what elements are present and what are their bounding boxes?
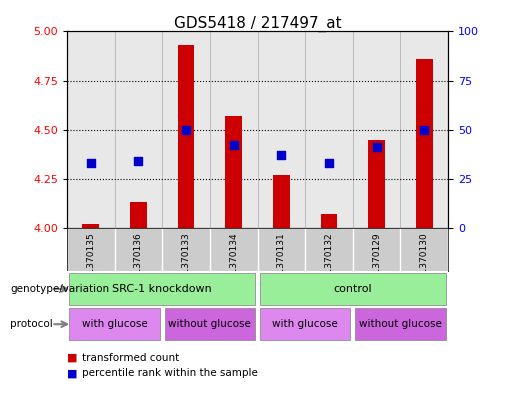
Text: genotype/variation: genotype/variation — [10, 284, 109, 294]
Bar — [130, 202, 147, 228]
Text: protocol: protocol — [10, 319, 53, 329]
FancyBboxPatch shape — [260, 273, 445, 305]
Text: without glucose: without glucose — [168, 319, 251, 329]
Text: percentile rank within the sample: percentile rank within the sample — [82, 368, 259, 378]
Bar — [368, 140, 385, 228]
Bar — [416, 59, 433, 228]
Point — [325, 160, 333, 166]
Text: without glucose: without glucose — [359, 319, 442, 329]
Point — [182, 127, 190, 133]
Text: ■: ■ — [67, 368, 77, 378]
Text: GSM1370131: GSM1370131 — [277, 232, 286, 293]
Point — [134, 158, 143, 164]
Text: transformed count: transformed count — [82, 353, 180, 363]
Text: control: control — [334, 284, 372, 294]
FancyBboxPatch shape — [70, 273, 255, 305]
Bar — [321, 214, 337, 228]
Point — [87, 160, 95, 166]
Text: GSM1370129: GSM1370129 — [372, 232, 381, 293]
Text: GDS5418 / 217497_at: GDS5418 / 217497_at — [174, 16, 341, 32]
Text: GSM1370136: GSM1370136 — [134, 232, 143, 293]
Text: GSM1370133: GSM1370133 — [182, 232, 191, 293]
Bar — [178, 45, 194, 228]
Text: with glucose: with glucose — [82, 319, 147, 329]
Text: ■: ■ — [67, 353, 77, 363]
Point — [372, 144, 381, 151]
Point — [420, 127, 428, 133]
FancyBboxPatch shape — [165, 308, 255, 340]
Bar — [82, 224, 99, 228]
Text: GSM1370135: GSM1370135 — [87, 232, 95, 293]
Text: SRC-1 knockdown: SRC-1 knockdown — [112, 284, 212, 294]
Text: GSM1370132: GSM1370132 — [324, 232, 333, 293]
Text: GSM1370134: GSM1370134 — [229, 232, 238, 293]
FancyBboxPatch shape — [260, 308, 350, 340]
Text: with glucose: with glucose — [272, 319, 338, 329]
Bar — [273, 175, 289, 228]
Bar — [226, 116, 242, 228]
FancyBboxPatch shape — [355, 308, 445, 340]
FancyBboxPatch shape — [70, 308, 160, 340]
Point — [277, 152, 285, 158]
Point — [230, 142, 238, 149]
Text: GSM1370130: GSM1370130 — [420, 232, 428, 293]
